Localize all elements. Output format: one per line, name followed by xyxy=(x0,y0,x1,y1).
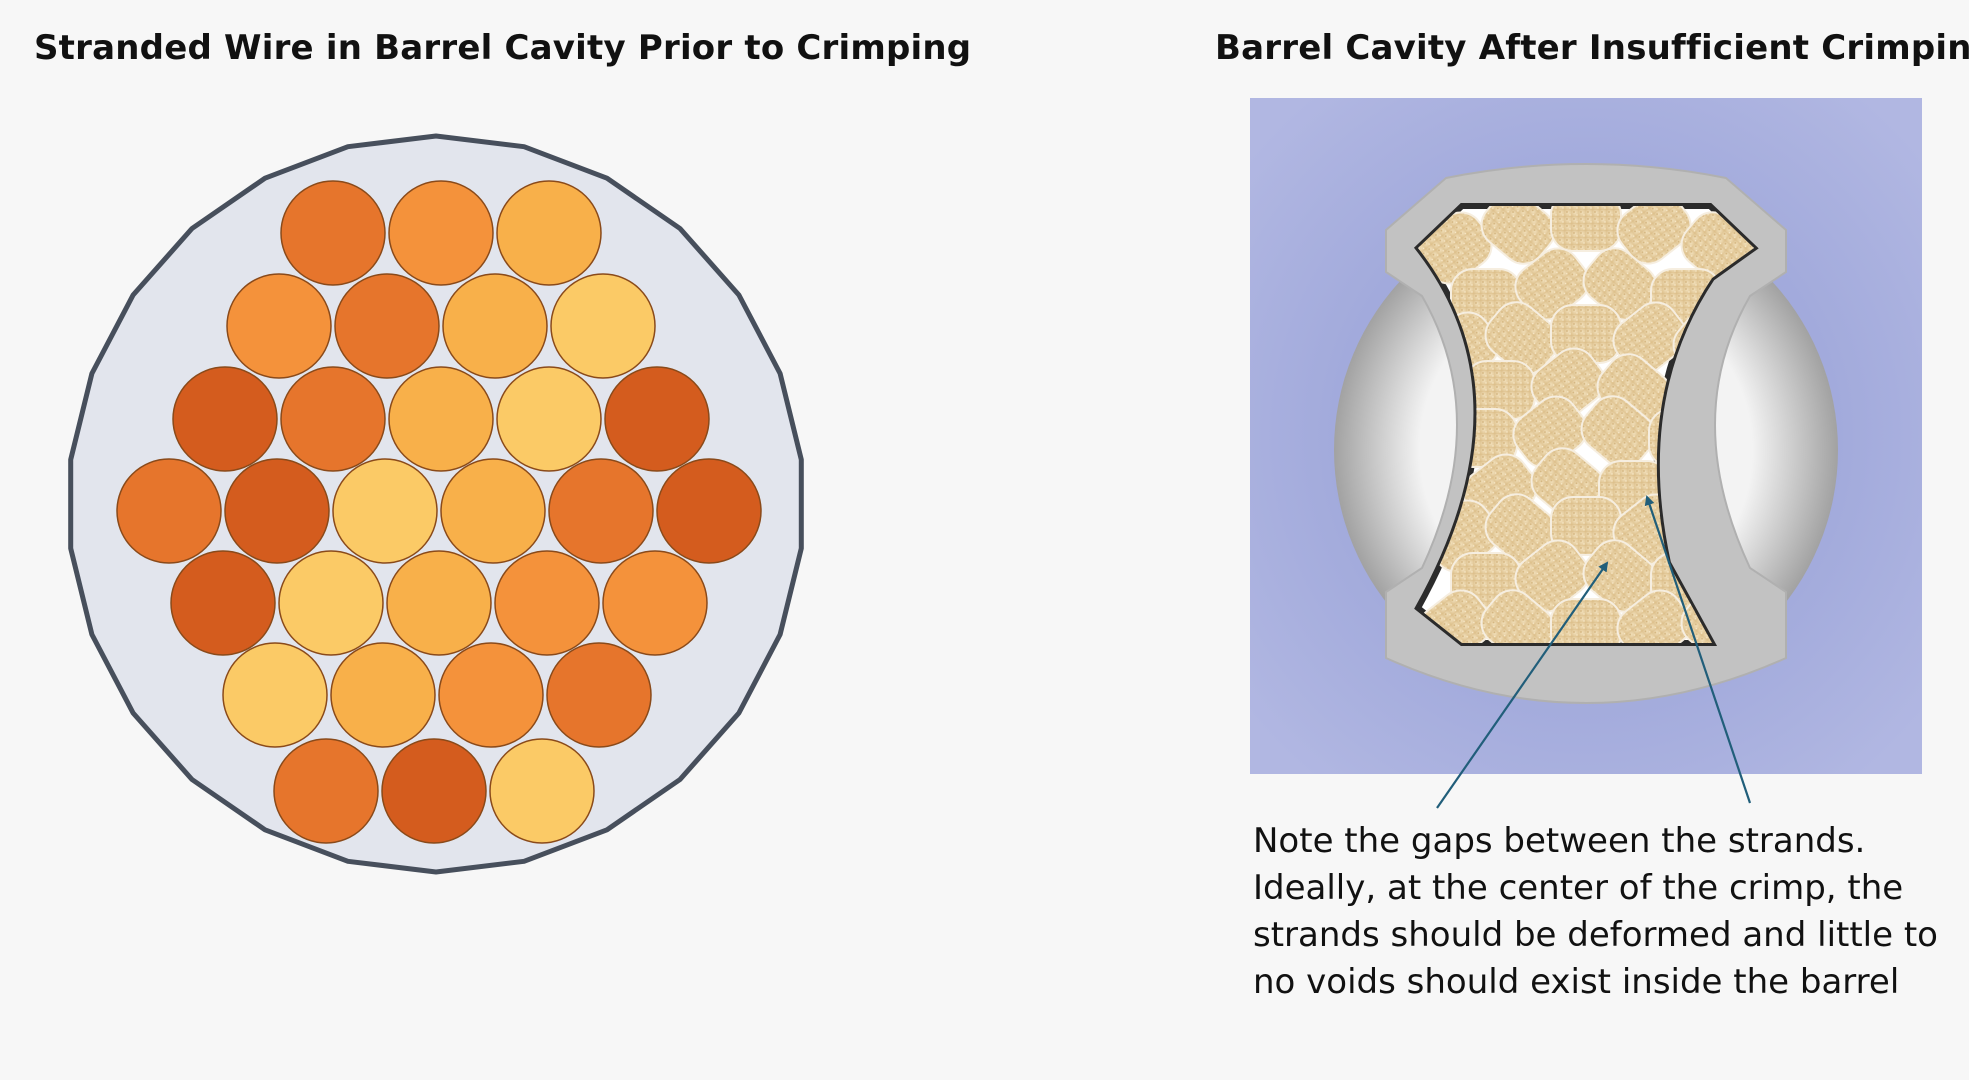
wire-strand xyxy=(550,273,656,379)
right-panel-title: Barrel Cavity After Insufficient Crimpin… xyxy=(1215,28,1969,68)
wire-strand xyxy=(546,642,652,748)
gap-note: Note the gaps between the strands. Ideal… xyxy=(1253,821,1938,1002)
wire-strand xyxy=(334,273,440,379)
wire-strand xyxy=(496,366,602,472)
wire-strand xyxy=(440,458,546,564)
wire-strand xyxy=(170,550,276,656)
wire-strand xyxy=(226,273,332,379)
wire-strand xyxy=(280,180,386,286)
wire-strand xyxy=(381,738,487,844)
wire-strand xyxy=(224,458,330,564)
wire-strand xyxy=(280,366,386,472)
wire-strand xyxy=(494,550,600,656)
wire-strand xyxy=(548,458,654,564)
wire-strand xyxy=(496,180,602,286)
wire-strand xyxy=(438,642,544,748)
wire-strand xyxy=(278,550,384,656)
wire-strand xyxy=(386,550,492,656)
deformed-strand xyxy=(1480,206,1556,265)
wire-strand xyxy=(222,642,328,748)
wire-strand xyxy=(442,273,548,379)
wire-strand xyxy=(489,738,595,844)
wire-strand xyxy=(172,366,278,472)
crimped-barrel-photo xyxy=(1250,98,1922,774)
wire-strand xyxy=(656,458,762,564)
deformed-strand xyxy=(1616,206,1692,265)
wire-strand xyxy=(273,738,379,844)
wire-strand xyxy=(116,458,222,564)
wire-strand xyxy=(604,366,710,472)
uncrimped-wire-diagram xyxy=(68,133,804,875)
wire-strand xyxy=(330,642,436,748)
wire-strand xyxy=(388,180,494,286)
left-panel-title: Stranded Wire in Barrel Cavity Prior to … xyxy=(34,28,972,68)
wire-strands xyxy=(116,180,762,844)
wire-strand xyxy=(332,458,438,564)
wire-strand xyxy=(602,550,708,656)
wire-strand xyxy=(388,366,494,472)
deformed-strand xyxy=(1580,395,1656,469)
